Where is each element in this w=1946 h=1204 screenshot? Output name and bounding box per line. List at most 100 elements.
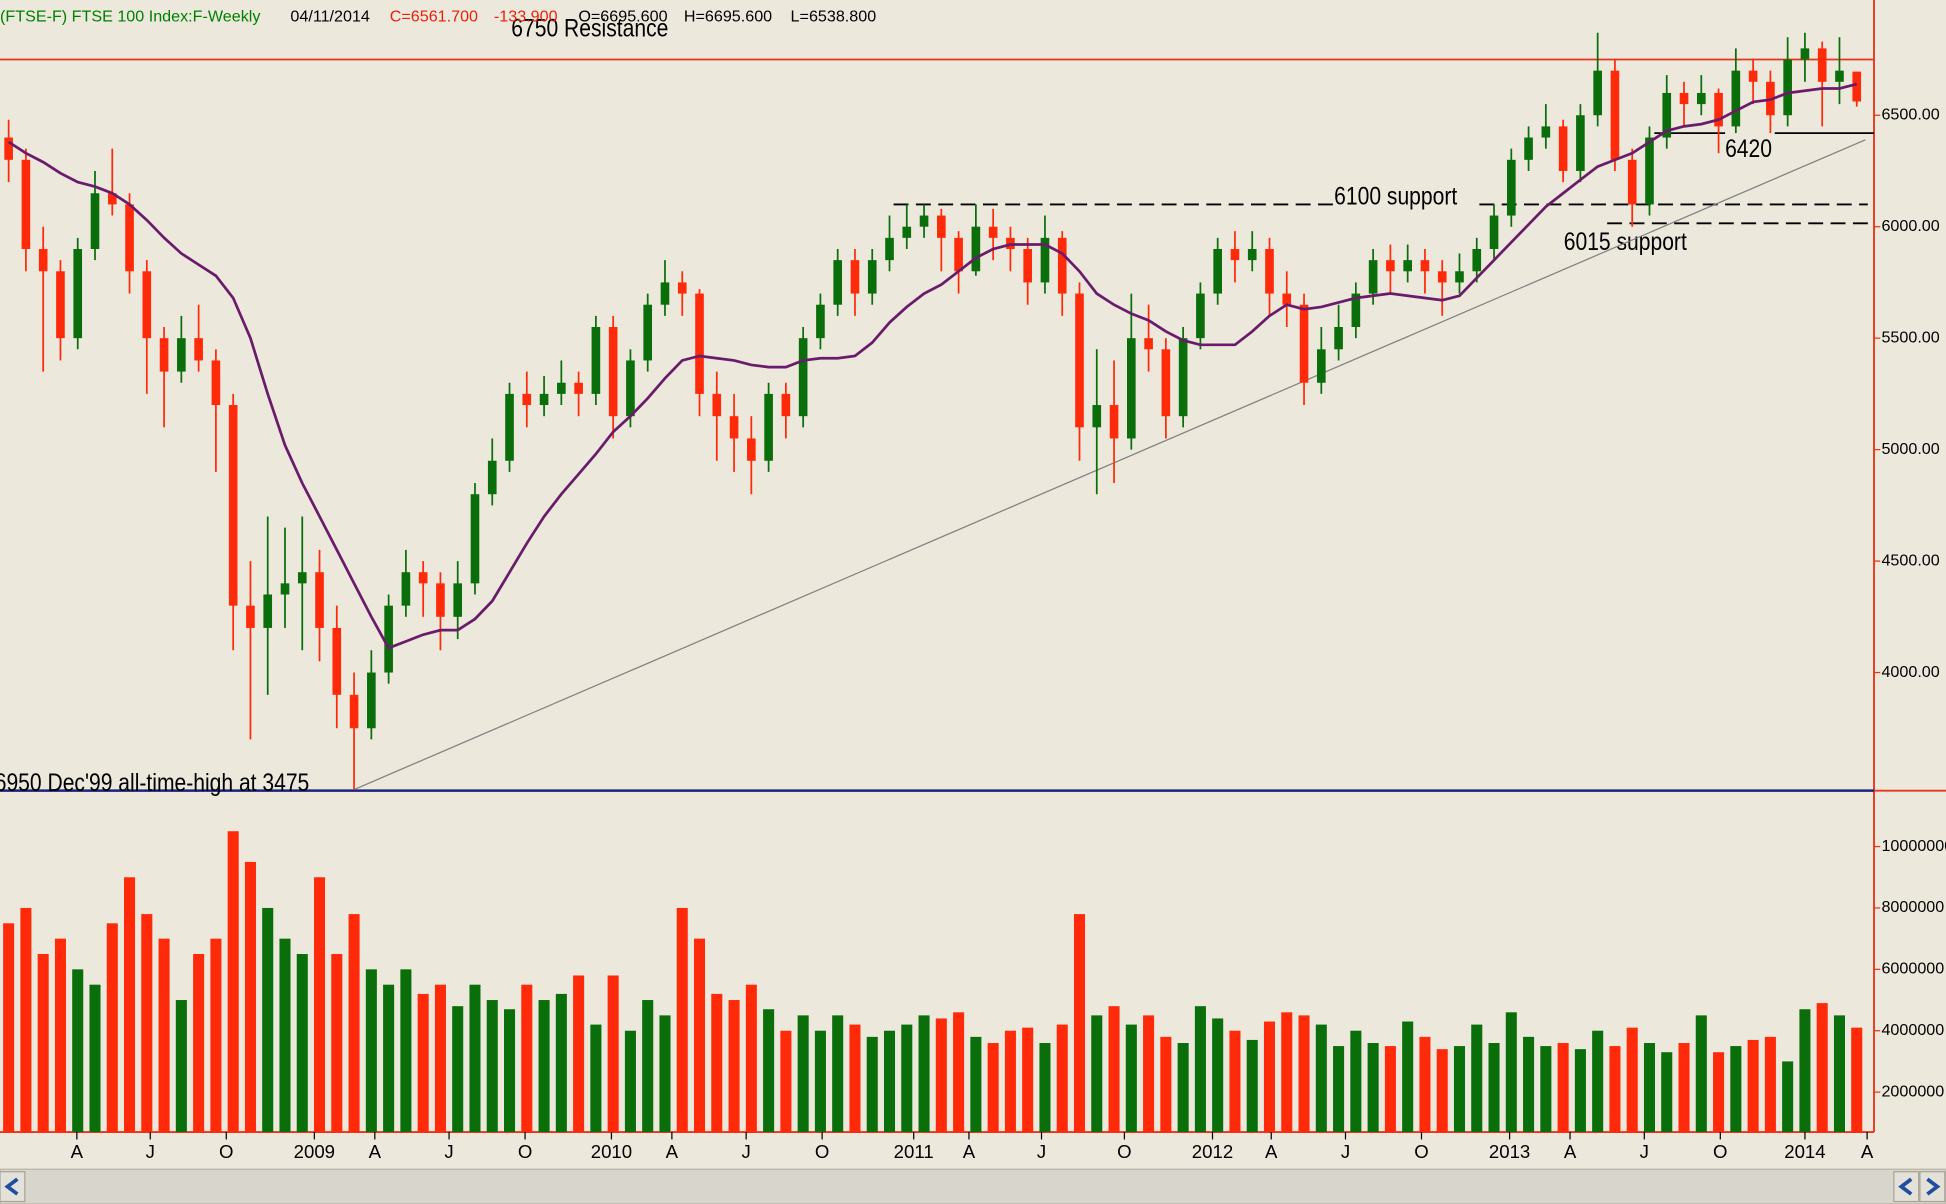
- y-tick-label: 4500.00: [1881, 551, 1939, 569]
- candle-body: [280, 583, 290, 595]
- volume-bar: [521, 984, 533, 1133]
- date: 04/11/2014: [290, 8, 370, 26]
- scroll-left-2[interactable]: [1893, 1171, 1920, 1203]
- volume-bar: [434, 984, 446, 1133]
- volume-bar: [417, 993, 429, 1133]
- x-tick-label: J: [444, 1141, 453, 1162]
- candle-body: [660, 282, 670, 305]
- volume-bar: [1678, 1043, 1690, 1133]
- volume-bar: [20, 907, 32, 1133]
- candle-body: [1558, 126, 1568, 171]
- volume-bar: [1488, 1043, 1500, 1133]
- candle-body: [401, 572, 411, 606]
- volume-tick-label: 10000000: [1881, 837, 1946, 855]
- candle-body: [1109, 405, 1119, 439]
- volume-bar: [1695, 1015, 1707, 1133]
- candle-body: [470, 494, 480, 584]
- candle-body: [384, 605, 393, 673]
- candle-body: [1144, 338, 1153, 350]
- volume-bar: [953, 1012, 965, 1133]
- volume-tick-label: 4000000: [1881, 1021, 1944, 1039]
- volume-bar: [970, 1036, 982, 1133]
- x-tick-label: A: [71, 1141, 84, 1162]
- candle-body: [332, 627, 342, 695]
- candle-body: [1386, 260, 1395, 272]
- candle-body: [1420, 260, 1430, 272]
- candle-body: [436, 583, 445, 617]
- x-tick-label: A: [1861, 1141, 1874, 1162]
- candle-body: [1800, 48, 1810, 60]
- volume-bar: [1143, 1015, 1155, 1133]
- volume-bar: [503, 1009, 516, 1133]
- volume-bar: [1609, 1046, 1621, 1133]
- trendline: [353, 139, 1866, 791]
- volume-bar: [1574, 1049, 1586, 1133]
- level-label: 6750 Resistance: [511, 14, 668, 42]
- candle-body: [211, 360, 221, 406]
- candle-body: [21, 159, 31, 249]
- volume-bar: [814, 1030, 826, 1133]
- volume-bar: [469, 984, 481, 1133]
- volume-bar: [676, 907, 688, 1133]
- candle-body: [1196, 293, 1205, 339]
- volume-bar: [452, 1006, 464, 1133]
- candle-body: [1817, 48, 1827, 82]
- candle-body: [1299, 304, 1309, 383]
- volume-bar: [1782, 1061, 1794, 1133]
- volume-tick-label: 8000000: [1881, 898, 1944, 916]
- y-tick-label: 6500.00: [1881, 106, 1939, 124]
- volume-bar: [659, 1015, 671, 1133]
- candle-body: [38, 248, 48, 272]
- volume-bar: [1039, 1043, 1051, 1133]
- volume-bar: [227, 831, 239, 1133]
- y-tick-label: 5000.00: [1881, 440, 1939, 458]
- volume-bar: [383, 984, 395, 1133]
- volume-bar: [1419, 1036, 1431, 1133]
- volume-bar: [849, 1024, 861, 1133]
- candle-body: [1489, 215, 1499, 249]
- volume-bar: [1367, 1043, 1379, 1133]
- candle-body: [315, 572, 324, 628]
- candle-body: [1627, 159, 1637, 205]
- candle-body: [228, 405, 238, 606]
- volume-bar: [624, 1030, 636, 1133]
- x-tick-label: O: [1713, 1141, 1727, 1162]
- annotation: 6950 Dec'99 all-time-high at 3475: [0, 768, 309, 796]
- volume-bar: [1333, 1046, 1345, 1133]
- candle-body: [1524, 137, 1533, 160]
- volume-bar: [883, 1030, 896, 1133]
- volume-bars: [3, 831, 1863, 1133]
- volume-bar: [106, 923, 118, 1133]
- candle-body: [263, 594, 273, 628]
- volume-bar: [745, 984, 757, 1133]
- volume-bar: [1281, 1012, 1293, 1133]
- volume-bar: [763, 1009, 775, 1133]
- volume-bar: [1764, 1036, 1776, 1133]
- level-label: 6420: [1725, 134, 1772, 162]
- volume-bar: [1125, 1024, 1137, 1133]
- volume-bar: [1730, 1046, 1742, 1133]
- candle-body: [90, 193, 100, 249]
- candle-body: [867, 260, 877, 294]
- candle-body: [1576, 115, 1585, 171]
- candle-body: [1610, 70, 1620, 160]
- scroll-right[interactable]: [1919, 1171, 1946, 1203]
- candle-body: [643, 304, 653, 361]
- volume-bar: [1022, 1027, 1034, 1133]
- candle-body: [729, 416, 739, 439]
- volume-bar: [1229, 1030, 1241, 1133]
- volume-bar: [1350, 1030, 1362, 1133]
- x-tick-label: O: [219, 1141, 233, 1162]
- scroll-left[interactable]: [0, 1171, 26, 1203]
- ticker: (FTSE-F) FTSE 100 Index:F-Weekly: [0, 8, 261, 26]
- volume-bar: [296, 953, 308, 1133]
- volume-bar: [279, 938, 291, 1133]
- candle-body: [142, 271, 152, 339]
- candle-body: [1247, 248, 1257, 261]
- x-tick-label: J: [146, 1141, 155, 1162]
- candle-body: [1506, 159, 1516, 216]
- candle-body: [833, 260, 843, 305]
- volume-bar: [141, 914, 153, 1133]
